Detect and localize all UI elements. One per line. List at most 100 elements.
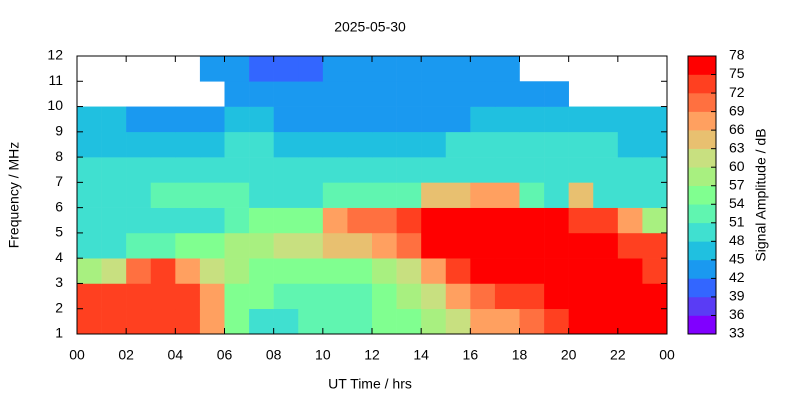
heat-cell bbox=[298, 308, 324, 335]
heat-cell bbox=[445, 106, 471, 133]
colorbar-segment bbox=[688, 241, 716, 261]
heat-cell bbox=[470, 207, 496, 234]
heat-cell bbox=[101, 207, 127, 234]
heat-cell bbox=[494, 106, 520, 133]
heat-cell bbox=[372, 232, 397, 259]
heat-cell bbox=[568, 258, 594, 284]
heat-cell bbox=[126, 106, 152, 133]
heat-cell bbox=[224, 182, 250, 208]
heat-cell bbox=[396, 81, 422, 107]
heat-cell bbox=[642, 283, 668, 310]
colorbar-segment bbox=[688, 185, 716, 205]
heat-cell bbox=[224, 56, 250, 82]
heat-cell bbox=[273, 157, 299, 183]
heat-cell bbox=[470, 258, 496, 284]
colorbar-segment bbox=[688, 315, 716, 335]
heat-cell bbox=[273, 131, 299, 158]
heat-cell bbox=[593, 131, 619, 158]
heat-cell bbox=[175, 157, 201, 183]
heat-cell bbox=[322, 157, 348, 183]
heat-cell bbox=[445, 182, 471, 208]
colorbar-frame bbox=[687, 55, 717, 335]
heat-cell bbox=[322, 283, 348, 310]
heat-cell bbox=[519, 131, 545, 158]
heat-cell bbox=[126, 131, 152, 158]
colorbar-tick-label: 54 bbox=[729, 195, 745, 211]
heat-cell bbox=[519, 232, 545, 259]
heat-cell bbox=[101, 106, 127, 133]
heat-cell bbox=[445, 157, 471, 183]
heat-cell bbox=[421, 207, 447, 234]
heat-cell bbox=[224, 81, 250, 107]
heat-cell bbox=[617, 157, 643, 183]
heat-cell bbox=[642, 131, 668, 158]
x-tick-label: 20 bbox=[561, 347, 577, 363]
colorbar-segment bbox=[688, 259, 716, 279]
x-tick-label: 00 bbox=[69, 347, 85, 363]
colorbar-segment bbox=[688, 222, 716, 242]
heat-cell bbox=[568, 182, 594, 208]
heat-cell bbox=[249, 56, 274, 82]
heat-cell bbox=[494, 81, 520, 107]
heat-cell bbox=[593, 157, 619, 183]
heat-cell bbox=[199, 207, 225, 234]
y-tick-label: 6 bbox=[55, 198, 63, 214]
x-tick-label: 14 bbox=[413, 347, 429, 363]
heat-cell bbox=[298, 207, 324, 234]
heat-cell bbox=[568, 232, 594, 259]
heat-cell bbox=[175, 131, 201, 158]
heat-cell bbox=[150, 232, 176, 259]
x-tick-label: 02 bbox=[118, 347, 134, 363]
heat-cell bbox=[224, 232, 250, 259]
heat-cell bbox=[445, 207, 471, 234]
heat-cell bbox=[101, 232, 127, 259]
heat-cell bbox=[642, 157, 668, 183]
y-tick-label: 10 bbox=[47, 97, 63, 113]
heat-cell bbox=[544, 106, 569, 133]
colorbar-tick-label: 66 bbox=[729, 121, 745, 137]
heat-cell bbox=[199, 258, 225, 284]
heat-cell bbox=[519, 106, 545, 133]
heat-cell bbox=[101, 308, 127, 335]
heat-cell bbox=[77, 106, 102, 133]
heat-cell bbox=[322, 182, 348, 208]
heat-cell bbox=[568, 283, 594, 310]
colorbar-segment bbox=[688, 111, 716, 131]
heat-cell bbox=[347, 81, 373, 107]
heat-cell bbox=[126, 258, 152, 284]
heat-cell bbox=[347, 56, 373, 82]
heat-cell bbox=[372, 81, 397, 107]
heat-cell bbox=[544, 283, 569, 310]
heat-cell bbox=[421, 232, 447, 259]
heat-cell bbox=[568, 157, 594, 183]
heat-cell bbox=[593, 106, 619, 133]
colorbar-segment bbox=[688, 56, 716, 75]
heat-cell bbox=[421, 131, 447, 158]
heat-cell bbox=[199, 182, 225, 208]
heat-cell bbox=[175, 232, 201, 259]
heat-cell bbox=[396, 157, 422, 183]
heat-cell bbox=[273, 283, 299, 310]
heat-cell bbox=[175, 106, 201, 133]
heat-cell bbox=[77, 182, 102, 208]
colorbar-segment bbox=[688, 167, 716, 187]
heat-cell bbox=[519, 81, 545, 107]
heat-cell bbox=[544, 157, 569, 183]
colorbar-tick-label: 42 bbox=[729, 269, 745, 285]
colorbar-segment bbox=[688, 74, 716, 94]
heat-cell bbox=[249, 232, 274, 259]
heat-cell bbox=[421, 182, 447, 208]
heat-cell bbox=[101, 131, 127, 158]
heat-cell bbox=[568, 207, 594, 234]
colorbar-tick-label: 48 bbox=[729, 232, 745, 248]
heat-cell bbox=[470, 157, 496, 183]
heat-cell bbox=[224, 157, 250, 183]
colorbar-tick-label: 33 bbox=[729, 325, 745, 341]
x-tick-label: 08 bbox=[266, 347, 282, 363]
heat-cell bbox=[445, 81, 471, 107]
chart-title: 2025-05-30 bbox=[334, 19, 406, 35]
heat-cell bbox=[322, 106, 348, 133]
heat-cell bbox=[322, 308, 348, 335]
heat-cell bbox=[77, 131, 102, 158]
